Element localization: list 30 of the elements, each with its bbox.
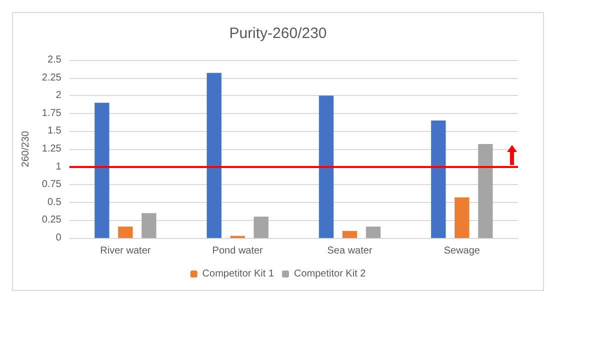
y-tick-label: 1.75 [42,108,62,119]
y-tick-label: 0.75 [42,179,62,190]
bar [431,120,446,238]
y-tick-label: 1.25 [42,144,62,154]
y-tick-label: 2 [56,90,62,102]
x-tick-label: Sewage [444,246,480,256]
bar [366,226,381,238]
y-tick-label: 0.5 [47,196,62,208]
y-axis-title: 260/230 [20,130,32,168]
y-tick-label: 1.5 [47,126,62,137]
y-tick-label: 1 [56,161,62,172]
x-tick-label: River water [100,246,152,256]
bar [478,144,493,238]
y-tick-label: 2.25 [42,72,62,84]
legend-label: Competitor Kit 1 [202,268,274,280]
bar [254,216,268,238]
x-tick-label: Pond water [212,246,264,256]
y-tick-label: 0.25 [42,214,62,226]
bar [142,213,156,238]
y-tick-label: 2.5 [47,54,62,66]
bar [206,72,222,238]
chart-title: Purity-260/230 [229,25,327,42]
bar [318,96,334,238]
bar [454,197,470,238]
bar [118,226,133,238]
bar [342,230,358,238]
bar [94,102,110,238]
x-tick-label: Sea water [327,246,373,256]
y-tick-label: 0 [56,232,62,244]
legend-label: Competitor Kit 2 [294,268,366,280]
